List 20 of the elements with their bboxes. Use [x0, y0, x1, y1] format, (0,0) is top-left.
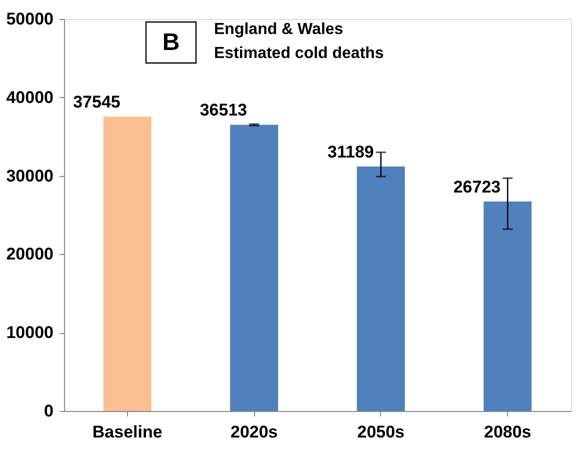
- y-tick-label: 20000: [6, 244, 54, 264]
- bar: [103, 116, 152, 411]
- bar: [356, 166, 405, 411]
- y-tick-label: 40000: [6, 88, 54, 107]
- data-label: 37545: [73, 92, 120, 112]
- bar: [484, 201, 532, 411]
- y-tick-label: 10000: [6, 323, 54, 342]
- bar: [230, 124, 278, 411]
- x-tick-label: Baseline: [92, 422, 162, 442]
- x-tick-label: 2020s: [230, 422, 278, 442]
- data-label: 26723: [453, 177, 501, 196]
- y-tick-label: 50000: [6, 10, 54, 28]
- x-tick-label: 2050s: [357, 422, 405, 442]
- annotation: B: [162, 29, 180, 56]
- y-tick-label: 0: [44, 402, 54, 420]
- data-label: 36513: [200, 100, 248, 120]
- data-label: 31189: [328, 142, 374, 162]
- text: England & Wales Estimated cold deaths: [214, 21, 384, 62]
- x-tick-label: 2080s: [484, 422, 532, 442]
- y-tick-label: 30000: [6, 166, 54, 186]
